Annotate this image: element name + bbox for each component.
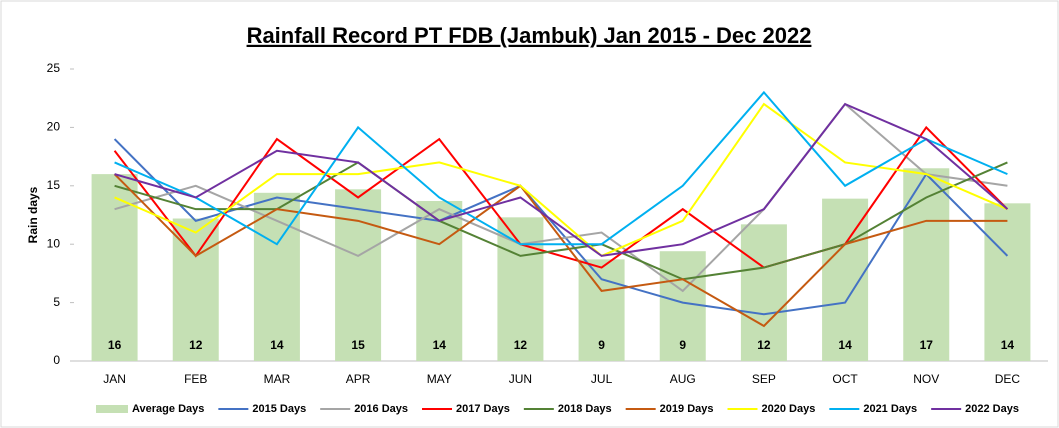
y-axis-label: Rain days xyxy=(26,186,40,243)
x-tick-label: FEB xyxy=(184,372,207,386)
legend-label: Average Days xyxy=(132,403,204,415)
bar-label: 14 xyxy=(433,338,447,352)
x-tick-label: AUG xyxy=(670,372,696,386)
x-tick-label: JUL xyxy=(591,372,613,386)
series-line xyxy=(114,102,1009,257)
x-tick-label: DEC xyxy=(995,372,1021,386)
x-tick-label: SEP xyxy=(752,372,776,386)
bar-label: 14 xyxy=(1001,338,1015,352)
y-tick-label: 25 xyxy=(47,61,61,75)
bar-label: 9 xyxy=(679,338,686,352)
bar xyxy=(416,200,463,361)
y-tick-label: 5 xyxy=(53,295,60,309)
legend-label: 2020 Days xyxy=(762,403,816,415)
bar-label: 12 xyxy=(514,338,528,352)
series-line xyxy=(114,161,1008,281)
legend-label: 2016 Days xyxy=(354,403,408,415)
y-tick-label: 15 xyxy=(47,178,61,192)
series-line xyxy=(114,90,1008,246)
legend-label: 2015 Days xyxy=(252,403,306,415)
y-tick-label: 20 xyxy=(47,120,61,134)
bar-label: 16 xyxy=(108,338,122,352)
x-tick-label: MAY xyxy=(427,372,452,386)
bar-label: 12 xyxy=(189,338,203,352)
legend-label: 2021 Days xyxy=(863,403,917,415)
x-tick-label: NOV xyxy=(913,372,939,386)
legend-swatch xyxy=(96,405,128,413)
series-line xyxy=(114,102,1008,258)
x-tick-label: JUN xyxy=(509,372,532,386)
bar xyxy=(172,218,219,361)
bar xyxy=(984,203,1031,361)
bar xyxy=(822,198,869,361)
x-tick-label: OCT xyxy=(832,372,858,386)
bar-label: 12 xyxy=(757,338,771,352)
legend-label: 2018 Days xyxy=(558,403,612,415)
x-tick-label: MAR xyxy=(264,372,291,386)
series-line xyxy=(113,173,1008,328)
bar xyxy=(903,168,950,361)
bar-label: 15 xyxy=(351,338,365,352)
bar xyxy=(91,174,138,361)
bar xyxy=(578,259,625,361)
x-tick-label: JAN xyxy=(103,372,126,386)
legend-label: 2022 Days xyxy=(965,403,1019,415)
bar xyxy=(335,189,382,361)
x-tick-label: APR xyxy=(346,372,371,386)
series-line xyxy=(113,138,1009,316)
y-tick-label: 0 xyxy=(53,353,60,367)
bar-label: 14 xyxy=(270,338,284,352)
bar xyxy=(740,224,787,361)
bar-label: 14 xyxy=(838,338,852,352)
bar-label: 9 xyxy=(598,338,605,352)
legend-label: 2017 Days xyxy=(456,403,510,415)
bar xyxy=(659,251,706,361)
chart-title: Rainfall Record PT FDB (Jambuk) Jan 2015… xyxy=(247,23,812,48)
bar-label: 17 xyxy=(920,338,934,352)
y-tick-label: 10 xyxy=(47,236,61,250)
legend-label: 2019 Days xyxy=(660,403,714,415)
